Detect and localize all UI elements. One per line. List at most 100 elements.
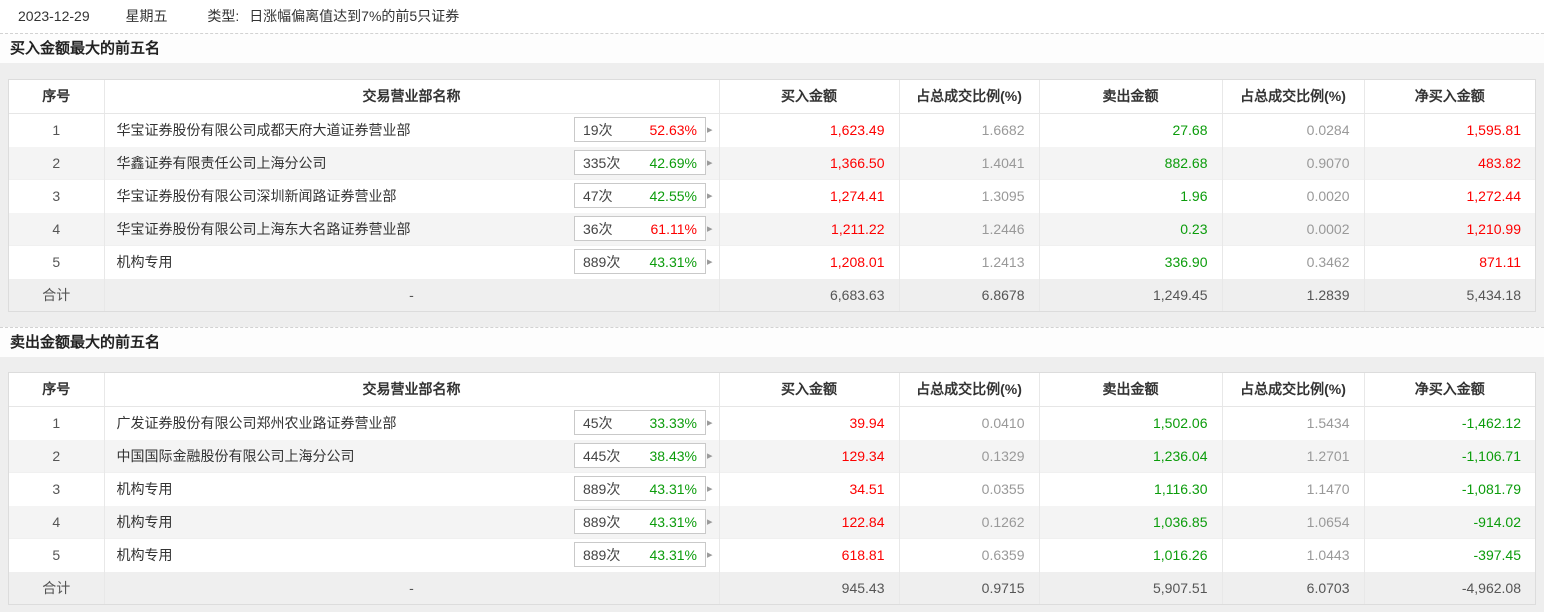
- win-rate: 33.33%: [649, 414, 697, 431]
- col-header-buy-amount: 买入金额: [718, 80, 899, 114]
- broker-name: 机构专用: [116, 480, 173, 497]
- seat-stats-badge[interactable]: 335次 42.69%: [573, 150, 706, 175]
- win-rate: 42.69%: [649, 154, 697, 171]
- net-buy-amount: 5,434.18: [1363, 277, 1535, 311]
- buy-ratio: 1.2413: [898, 244, 1039, 278]
- win-rate: 61.11%: [650, 220, 697, 237]
- sell-amount: 0.23: [1038, 211, 1222, 245]
- total-label: 合计: [9, 277, 104, 311]
- appearance-count: 889次: [582, 546, 621, 563]
- trade-weekday: 星期五: [125, 8, 168, 24]
- buy-table: 序号 交易营业部名称 买入金额 占总成交比例(%) 卖出金额 占总成交比例(%)…: [8, 79, 1536, 312]
- win-rate: 43.31%: [649, 480, 697, 497]
- net-buy-amount: 483.82: [1363, 145, 1535, 179]
- table-row: 3 华宝证券股份有限公司深圳新闻路证券营业部 47次 42.55% ▸ 1,274…: [9, 178, 1535, 212]
- buy-ratio: 0.0355: [898, 471, 1039, 505]
- table-row: 1 华宝证券股份有限公司成都天府大道证券营业部 19次 52.63% ▸ 1,62…: [9, 112, 1535, 146]
- col-header-sell-amount: 卖出金额: [1038, 373, 1222, 407]
- chevron-right-icon: ▸: [706, 549, 713, 561]
- table-header-row: 序号 交易营业部名称 买入金额 占总成交比例(%) 卖出金额 占总成交比例(%)…: [9, 373, 1535, 407]
- sell-amount: 336.90: [1038, 244, 1222, 278]
- col-header-no: 序号: [9, 80, 104, 114]
- broker-name: 机构专用: [116, 513, 173, 530]
- col-header-sell-ratio: 占总成交比例(%): [1221, 373, 1364, 407]
- sell-amount: 1,016.26: [1038, 537, 1222, 571]
- sell-amount: 1,116.30: [1038, 471, 1222, 505]
- total-name-placeholder: -: [103, 570, 719, 604]
- table-row: 5 机构专用 889次 43.31% ▸ 1,208.01 1.2413 336.…: [9, 244, 1535, 278]
- sell-ratio: 6.0703: [1221, 570, 1364, 604]
- trade-date: 2023-12-29: [18, 8, 90, 24]
- row-index: 2: [9, 145, 104, 179]
- col-header-no: 序号: [9, 373, 104, 407]
- buy-ratio: 0.1329: [898, 438, 1039, 472]
- sell-amount: 1,236.04: [1038, 438, 1222, 472]
- table-row: 4 华宝证券股份有限公司上海东大名路证券营业部 36次 61.11% ▸ 1,21…: [9, 211, 1535, 245]
- win-rate: 42.55%: [649, 187, 697, 204]
- appearance-count: 47次: [582, 187, 613, 204]
- appearance-count: 45次: [582, 414, 613, 431]
- buy-ratio: 1.6682: [898, 112, 1039, 146]
- buy-ratio: 0.6359: [898, 537, 1039, 571]
- broker-name: 广发证券股份有限公司郑州农业路证券营业部: [116, 414, 397, 431]
- buy-amount: 945.43: [718, 570, 899, 604]
- type-value: 日涨幅偏离值达到7%的前5只证券: [249, 8, 460, 24]
- buy-amount: 618.81: [718, 537, 899, 571]
- net-buy-amount: -1,081.79: [1363, 471, 1535, 505]
- info-bar: 2023-12-29 星期五 类型: 日涨幅偏离值达到7%的前5只证券: [0, 0, 1544, 33]
- spacer: [0, 63, 1544, 79]
- chevron-right-icon: ▸: [706, 124, 713, 136]
- buy-ratio: 1.2446: [898, 211, 1039, 245]
- table-header-row: 序号 交易营业部名称 买入金额 占总成交比例(%) 卖出金额 占总成交比例(%)…: [9, 80, 1535, 114]
- net-buy-amount: -1,106.71: [1363, 438, 1535, 472]
- sell-amount: 1.96: [1038, 178, 1222, 212]
- win-rate: 43.31%: [649, 253, 697, 270]
- appearance-count: 889次: [582, 480, 621, 497]
- col-header-broker-name: 交易营业部名称: [103, 373, 719, 407]
- col-header-broker-name: 交易营业部名称: [103, 80, 719, 114]
- spacer: [0, 312, 1544, 327]
- chevron-right-icon: ▸: [706, 190, 713, 202]
- col-header-buy-amount: 买入金额: [718, 373, 899, 407]
- buy-ratio: 6.8678: [898, 277, 1039, 311]
- chevron-right-icon: ▸: [706, 256, 713, 268]
- appearance-count: 889次: [582, 253, 621, 270]
- sell-table: 序号 交易营业部名称 买入金额 占总成交比例(%) 卖出金额 占总成交比例(%)…: [8, 372, 1536, 605]
- spacer: [0, 357, 1544, 372]
- sell-amount: 27.68: [1038, 112, 1222, 146]
- row-index: 5: [9, 244, 104, 278]
- win-rate: 43.31%: [649, 513, 697, 530]
- net-buy-amount: -4,962.08: [1363, 570, 1535, 604]
- buy-amount: 1,623.49: [718, 112, 899, 146]
- buy-ratio: 0.1262: [898, 504, 1039, 538]
- seat-stats-badge[interactable]: 445次 38.43%: [573, 443, 706, 468]
- seat-stats-badge[interactable]: 36次 61.11%: [573, 216, 706, 241]
- seat-stats-badge[interactable]: 45次 33.33%: [573, 410, 706, 435]
- seat-stats-badge[interactable]: 889次 43.31%: [573, 509, 706, 534]
- table-row: 5 机构专用 889次 43.31% ▸ 618.81 0.6359 1,016.…: [9, 537, 1535, 571]
- row-index: 5: [9, 537, 104, 571]
- sell-ratio: 1.2701: [1221, 438, 1364, 472]
- broker-name: 华宝证券股份有限公司上海东大名路证券营业部: [116, 220, 411, 237]
- buy-section-title: 买入金额最大的前五名: [0, 33, 1544, 63]
- seat-stats-badge[interactable]: 889次 43.31%: [573, 542, 706, 567]
- seat-stats-badge[interactable]: 19次 52.63%: [573, 117, 706, 142]
- appearance-count: 889次: [582, 513, 621, 530]
- total-label: 合计: [9, 570, 104, 604]
- buy-amount: 39.94: [718, 405, 899, 439]
- seat-stats-badge[interactable]: 889次 43.31%: [573, 476, 706, 501]
- seat-stats-badge[interactable]: 889次 43.31%: [573, 249, 706, 274]
- broker-name: 华宝证券股份有限公司深圳新闻路证券营业部: [116, 187, 397, 204]
- chevron-right-icon: ▸: [706, 223, 713, 235]
- win-rate: 52.63%: [649, 121, 697, 138]
- sell-amount: 1,036.85: [1038, 504, 1222, 538]
- table-row: 3 机构专用 889次 43.31% ▸ 34.51 0.0355 1,116.3…: [9, 471, 1535, 505]
- seat-stats-badge[interactable]: 47次 42.55%: [573, 183, 706, 208]
- buy-amount: 6,683.63: [718, 277, 899, 311]
- chevron-right-icon: ▸: [706, 483, 713, 495]
- appearance-count: 335次: [582, 154, 621, 171]
- sell-ratio: 0.0020: [1221, 178, 1364, 212]
- table-row: 4 机构专用 889次 43.31% ▸ 122.84 0.1262 1,036.…: [9, 504, 1535, 538]
- sell-ratio: 1.2839: [1221, 277, 1364, 311]
- table-row: 2 中国国际金融股份有限公司上海分公司 445次 38.43% ▸ 129.34 …: [9, 438, 1535, 472]
